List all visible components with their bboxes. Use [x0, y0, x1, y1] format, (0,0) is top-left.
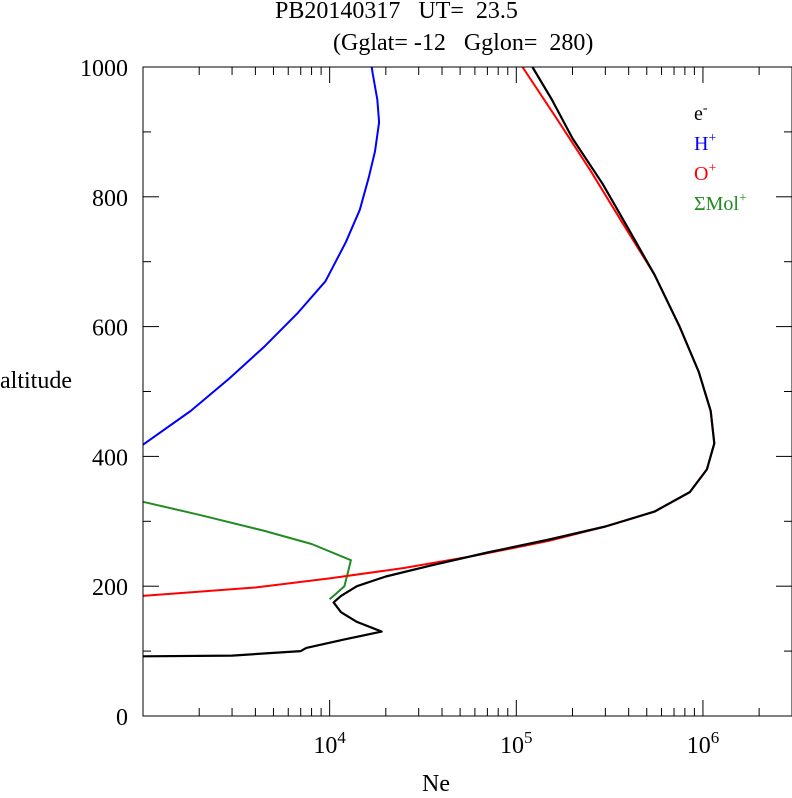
series-line-1 — [142, 66, 381, 446]
x-tick-label: 105 — [500, 728, 533, 759]
y-tick-label: 400 — [92, 445, 128, 471]
series-line-2 — [142, 66, 716, 597]
chart-title-line2: (Gglat= -12 Gglon= 280) — [333, 30, 594, 56]
y-tick-label: 200 — [92, 575, 128, 601]
y-tick-label: 800 — [92, 186, 128, 212]
chart-title-line1: PB20140317 UT= 23.5 — [275, 0, 518, 24]
axis-ticks: 0 200 400 600 800 1000 104 105 106 — [80, 56, 792, 759]
series-lines — [142, 66, 716, 658]
y-tick-label: 600 — [92, 316, 128, 342]
y-tick-label: 0 — [116, 705, 128, 731]
y-tick-label: 1000 — [80, 56, 128, 82]
series-line-3 — [142, 500, 352, 600]
x-axis-label: Ne — [422, 771, 450, 797]
plot-frame — [142, 66, 792, 717]
x-tick-label: 106 — [687, 728, 720, 759]
series-line-0 — [142, 66, 716, 658]
legend-entry: e- — [694, 101, 708, 125]
legend-entry: O+ — [694, 161, 716, 185]
legend: e- H+ O+ ΣMol+ — [694, 101, 747, 215]
legend-entry: H+ — [694, 131, 716, 155]
legend-entry: ΣMol+ — [694, 191, 747, 215]
y-axis-label: altitude — [0, 368, 72, 394]
x-tick-label: 104 — [313, 728, 346, 759]
